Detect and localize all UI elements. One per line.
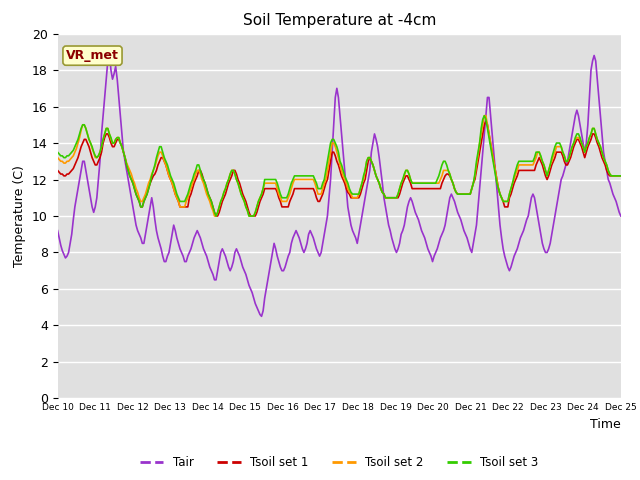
Tsoil set 1 [589,131,596,137]
Tsoil set 2 [211,213,218,219]
Tsoil set 2 [301,177,309,182]
Tair [106,49,113,55]
Tsoil set 2 [123,160,131,166]
Tsoil set 3 [54,149,61,155]
Line: Tsoil set 2: Tsoil set 2 [58,116,621,216]
Tsoil set 2 [481,113,488,119]
Line: Tsoil set 3: Tsoil set 3 [58,116,621,216]
Tsoil set 3 [301,173,309,179]
Tsoil set 1 [617,173,625,179]
Tsoil set 1 [252,213,259,219]
Tsoil set 1 [54,168,61,173]
Tsoil set 2 [242,204,250,210]
Y-axis label: Temperature (C): Temperature (C) [13,165,26,267]
Tsoil set 2 [252,209,259,215]
Tsoil set 3 [481,113,488,119]
Tair [252,300,259,306]
X-axis label: Time: Time [590,418,621,431]
Tsoil set 3 [242,204,250,210]
Tair [124,177,132,182]
Tsoil set 2 [617,173,625,179]
Tsoil set 3 [617,173,625,179]
Tsoil set 1 [212,213,220,219]
Tair [589,58,596,64]
Tsoil set 1 [223,186,231,192]
Line: Tsoil set 1: Tsoil set 1 [58,121,621,216]
Tsoil set 1 [123,162,131,168]
Tsoil set 1 [301,186,309,192]
Tair [242,272,250,277]
Tsoil set 3 [223,180,231,186]
Tsoil set 1 [242,199,250,204]
Tair [54,228,61,233]
Legend: Tair, Tsoil set 1, Tsoil set 2, Tsoil set 3: Tair, Tsoil set 1, Tsoil set 2, Tsoil se… [135,452,543,474]
Tair [617,213,625,219]
Tsoil set 2 [54,155,61,160]
Title: Soil Temperature at -4cm: Soil Temperature at -4cm [243,13,436,28]
Tsoil set 3 [123,162,131,168]
Text: VR_met: VR_met [66,49,119,62]
Tsoil set 3 [212,213,220,219]
Tsoil set 2 [589,126,596,132]
Tsoil set 1 [482,118,490,124]
Tsoil set 3 [252,209,259,215]
Line: Tair: Tair [58,52,621,316]
Tair [223,259,231,264]
Tair [258,313,266,319]
Tsoil set 2 [223,180,231,186]
Tair [303,240,311,246]
Tsoil set 3 [589,126,596,132]
